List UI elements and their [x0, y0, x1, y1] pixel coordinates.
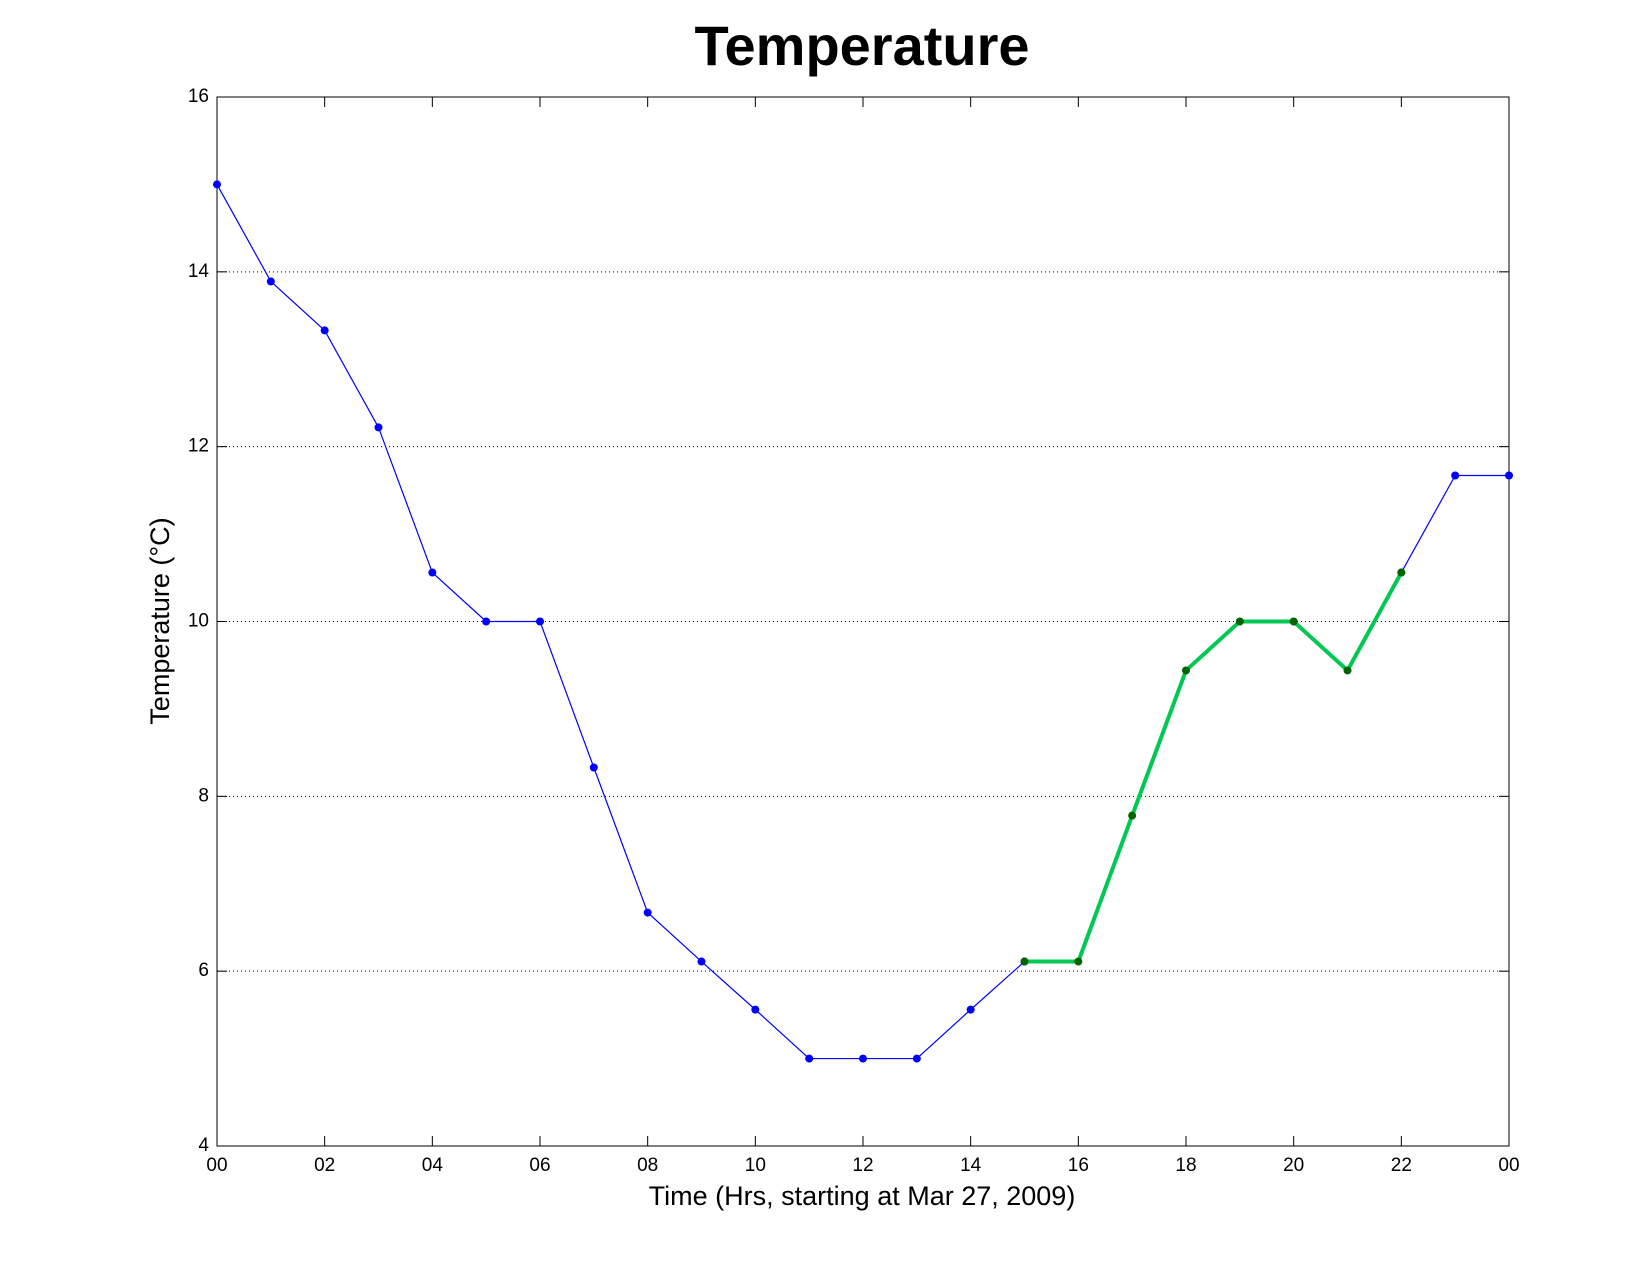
x-tick-label: 22 [1391, 1155, 1412, 1176]
data-point [320, 326, 329, 335]
data-point [1289, 617, 1298, 626]
x-tick-label: 00 [1498, 1155, 1519, 1176]
plot-frame [216, 96, 1510, 1147]
x-tick-label: 14 [960, 1155, 982, 1176]
data-point [589, 763, 598, 772]
line-series [1024, 571, 1404, 964]
y-tick-label: 12 [188, 436, 209, 457]
data-point [912, 1054, 921, 1063]
x-tick-label: 06 [529, 1155, 550, 1176]
data-point [428, 568, 437, 577]
x-tick-label: 00 [206, 1155, 227, 1176]
x-tick-label: 04 [422, 1155, 444, 1176]
y-tick-label: 16 [188, 86, 209, 107]
data-point [859, 1054, 867, 1063]
data-point [805, 1054, 814, 1063]
data-point [1074, 957, 1083, 966]
x-tick-label: 16 [1068, 1155, 1089, 1176]
x-tick-label: 12 [852, 1155, 873, 1176]
data-point [697, 957, 706, 966]
x-tick-label: 08 [637, 1155, 658, 1176]
data-point [266, 277, 275, 286]
data-point [643, 908, 652, 917]
y-tick-label: 14 [188, 261, 210, 282]
x-tick-label: 10 [745, 1155, 766, 1176]
data-point [374, 423, 383, 432]
data-point [1505, 471, 1513, 480]
data-point [1397, 568, 1406, 577]
chart-title: Temperature [694, 14, 1029, 77]
x-tick-label: 18 [1175, 1155, 1196, 1176]
x-tick-label: 02 [314, 1155, 335, 1176]
data-point [213, 180, 221, 189]
y-tick-label: 6 [198, 960, 209, 981]
data-point [536, 617, 544, 626]
data-point [1128, 811, 1137, 820]
data-point [966, 1005, 975, 1014]
y-tick-label: 8 [198, 785, 209, 806]
x-axis-label: Time (Hrs, starting at Mar 27, 2009) [649, 1181, 1076, 1211]
y-tick-label: 10 [188, 611, 209, 632]
data-point [1451, 471, 1460, 480]
y-axis-label: Temperature (°C) [145, 517, 175, 724]
data-point [1020, 957, 1029, 966]
x-tick-label: 20 [1283, 1155, 1304, 1176]
y-tick-label: 4 [198, 1135, 209, 1156]
data-point [482, 617, 491, 626]
data-point [1343, 666, 1352, 675]
data-point [1235, 617, 1244, 626]
data-point [1182, 666, 1190, 675]
data-point [751, 1005, 760, 1014]
